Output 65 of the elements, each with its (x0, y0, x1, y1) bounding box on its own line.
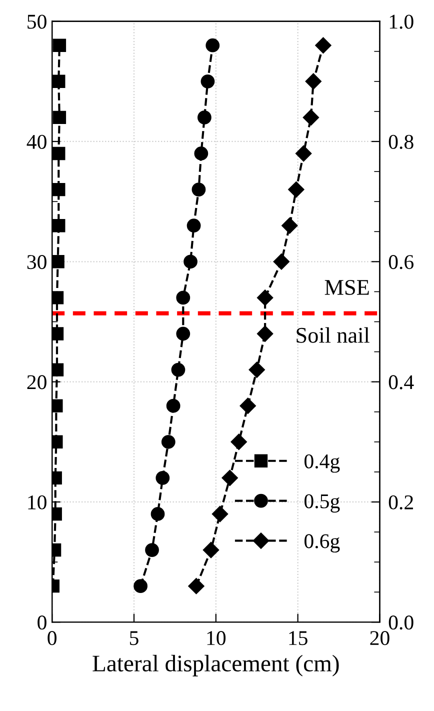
point (230, 434, 247, 450)
annotation: MSE (324, 280, 369, 295)
point (156, 470, 170, 485)
x-tick-label: 5 (130, 631, 138, 646)
x-tick-label: 20 (370, 631, 390, 646)
y-tick-label: 10 (28, 495, 46, 510)
point (52, 219, 66, 232)
y-tick-label: 0 (38, 616, 46, 630)
y2-tick-label: 0.8 (388, 134, 414, 150)
point (52, 435, 63, 448)
point (150, 507, 165, 521)
point (161, 434, 176, 449)
point (288, 181, 304, 198)
y-tick-label: 40 (26, 134, 46, 149)
point (206, 38, 220, 52)
y-tick-label: 20 (27, 375, 46, 390)
legend-label: 0.4g (304, 454, 340, 473)
point (166, 398, 180, 413)
point (222, 470, 238, 486)
point (305, 73, 322, 90)
point (198, 110, 212, 124)
point (212, 506, 228, 522)
y2-tick-label: 0.2 (388, 495, 413, 510)
point (176, 290, 190, 305)
point (52, 399, 63, 412)
y2-tick-label: 0.0 (388, 616, 414, 630)
x-axis-title: Lateral displacement (cm) (92, 654, 339, 676)
point (52, 74, 66, 88)
point (240, 398, 256, 414)
point (194, 146, 208, 160)
point (145, 543, 159, 557)
point (52, 255, 64, 268)
point (134, 579, 148, 594)
point (296, 145, 312, 162)
point (257, 326, 274, 342)
point (302, 109, 319, 126)
y-tick-label: 50 (28, 14, 46, 29)
point (52, 146, 66, 160)
point (52, 291, 64, 304)
x-tick-label: 15 (289, 631, 308, 646)
point (188, 578, 204, 594)
y2-tick-label: 1.0 (390, 14, 414, 29)
point (202, 542, 220, 558)
legend-label: 0.6g (304, 534, 340, 552)
point (192, 182, 206, 196)
x-tick-label: 10 (207, 631, 226, 646)
point (282, 218, 298, 234)
point (171, 362, 186, 377)
point (257, 290, 274, 306)
point (52, 182, 66, 196)
legend-label: 0.5g (304, 494, 340, 513)
point (186, 218, 201, 233)
point (184, 254, 198, 269)
y2-tick-label: 0.6 (388, 255, 414, 270)
point (200, 74, 215, 88)
annotation: Soil nail (296, 327, 370, 343)
x-tick-label: 0 (48, 631, 56, 646)
point (52, 363, 64, 376)
point (315, 37, 332, 54)
point (52, 327, 64, 340)
y2-tick-label: 0.4 (388, 375, 414, 390)
point (176, 326, 190, 341)
y-tick-label: 30 (27, 255, 46, 270)
point (248, 362, 265, 378)
point (273, 254, 290, 270)
